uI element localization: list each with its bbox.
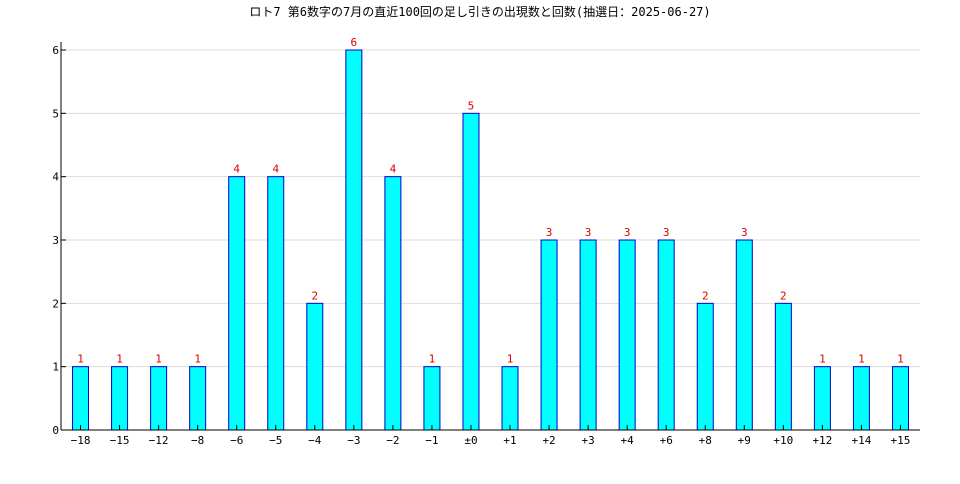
x-tick-label: −6	[230, 434, 243, 447]
bar-value-label: 3	[663, 226, 670, 239]
bar	[384, 176, 402, 431]
x-tick-label: −5	[269, 434, 282, 447]
bar-value-label: 1	[116, 353, 123, 366]
bar-value-label: 1	[429, 353, 436, 366]
bar	[618, 239, 636, 431]
bar	[696, 302, 714, 431]
bar	[735, 239, 753, 431]
y-tick-label: 5	[52, 107, 59, 120]
x-tick-label: +9	[738, 434, 751, 447]
value-labels-layer: 1 1 1 1 4 4 2 6 4 1 5 1 3 3 3 3 2 3 2 1 1 1	[77, 36, 904, 366]
x-tick-label: −4	[308, 434, 322, 447]
bar-value-label: 4	[390, 163, 397, 176]
bar-value-label: 1	[507, 353, 514, 366]
y-tick-label: 1	[52, 361, 59, 374]
x-tick-label: ±0	[464, 434, 477, 447]
bar	[72, 366, 90, 431]
x-tick-label: +2	[542, 434, 555, 447]
x-tick-label: −15	[110, 434, 130, 447]
y-tick-label: 4	[52, 171, 59, 184]
y-tick-label: 0	[52, 424, 59, 437]
x-tick-label: +15	[891, 434, 911, 447]
bar	[852, 366, 870, 431]
bar	[111, 366, 129, 431]
x-tick-label: +12	[812, 434, 832, 447]
bar-value-label: 2	[780, 289, 787, 302]
bar-value-label: 1	[858, 353, 865, 366]
y-tick-label: 2	[52, 297, 59, 310]
bar-value-label: 2	[702, 289, 709, 302]
x-tick-label: −3	[347, 434, 360, 447]
x-tick-label: +4	[621, 434, 635, 447]
bar-value-label: 1	[155, 353, 162, 366]
bar-value-label: 1	[194, 353, 201, 366]
bar	[657, 239, 675, 431]
bar	[345, 49, 363, 431]
bar-value-label: 4	[272, 163, 279, 176]
bar-value-label: 1	[77, 353, 84, 366]
bar-value-label: 4	[233, 163, 240, 176]
x-tick-label: −12	[149, 434, 169, 447]
y-tick-label: 6	[52, 44, 59, 57]
bar-value-label: 1	[819, 353, 826, 366]
axes-layer: 0 1 2 3 4 5 6 −18 −15 −12 −8 −6 −5 −4 −3 −2 −1 ±0 +1 +2 +3 +4…	[52, 42, 920, 447]
x-tick-label: +14	[851, 434, 871, 447]
bar	[540, 239, 558, 431]
bar	[462, 112, 480, 431]
y-tick-label: 3	[52, 234, 59, 247]
bar-value-label: 2	[311, 289, 318, 302]
bar	[891, 366, 909, 431]
bar	[579, 239, 597, 431]
x-tick-label: +3	[581, 434, 594, 447]
x-tick-label: +1	[503, 434, 516, 447]
x-tick-label: +6	[660, 434, 673, 447]
x-tick-label: +8	[699, 434, 712, 447]
bar	[774, 302, 792, 431]
bar	[150, 366, 168, 431]
bar	[189, 366, 207, 431]
bar-value-label: 5	[468, 99, 475, 112]
bar-value-label: 3	[741, 226, 748, 239]
bar-value-label: 3	[585, 226, 592, 239]
chart-title: ロト7 第6数字の7月の直近100回の足し引きの出現数と回数(抽選日：2025-…	[249, 4, 710, 19]
bar	[813, 366, 831, 431]
x-tick-label: −18	[71, 434, 91, 447]
bar-value-label: 3	[624, 226, 631, 239]
x-tick-label: −2	[386, 434, 399, 447]
bar	[423, 366, 441, 431]
x-tick-label: +10	[773, 434, 793, 447]
bar	[501, 366, 519, 431]
bar-value-label: 3	[546, 226, 553, 239]
x-tick-label: −1	[425, 434, 438, 447]
bar	[267, 176, 285, 431]
bar-value-label: 1	[897, 353, 904, 366]
x-tick-label: −8	[191, 434, 204, 447]
bar-value-label: 6	[351, 36, 358, 49]
bar	[228, 176, 246, 431]
bar	[306, 302, 324, 431]
